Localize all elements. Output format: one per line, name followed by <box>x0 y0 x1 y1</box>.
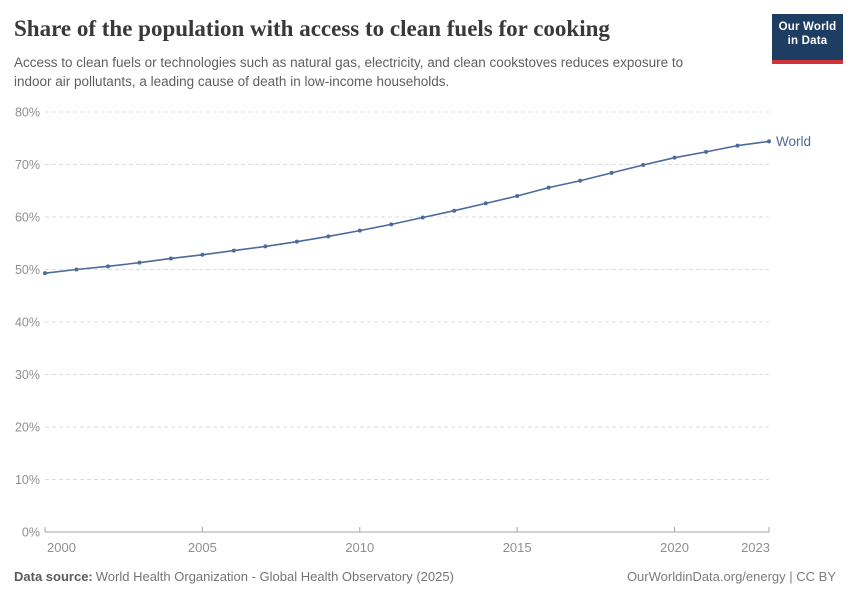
data-point[interactable] <box>200 252 205 257</box>
chart-subtitle-line2: indoor air pollutants, a leading cause o… <box>14 74 450 89</box>
y-axis-tick-label: 0% <box>22 526 40 540</box>
data-point[interactable] <box>483 201 488 206</box>
owid-logo: Our World in Data <box>772 14 843 64</box>
data-point[interactable] <box>672 155 677 160</box>
data-point[interactable] <box>357 228 362 233</box>
x-axis-tick-label: 2010 <box>345 540 374 555</box>
x-axis-tick-label: 2023 <box>741 540 770 555</box>
x-axis-tick-label: 2000 <box>47 540 76 555</box>
data-point[interactable] <box>105 264 110 269</box>
owid-logo-line2: in Data <box>787 35 828 47</box>
y-axis-tick-label: 80% <box>15 106 40 120</box>
x-axis-tick-label: 2015 <box>503 540 532 555</box>
data-point[interactable] <box>452 208 457 213</box>
data-point[interactable] <box>389 222 394 227</box>
data-point[interactable] <box>641 163 646 168</box>
data-source-value: World Health Organization - Global Healt… <box>95 569 454 584</box>
data-point[interactable] <box>735 143 740 148</box>
owid-logo-line1: Our World <box>778 21 837 33</box>
y-axis-tick-label: 10% <box>15 473 40 487</box>
data-point[interactable] <box>704 149 709 154</box>
data-point[interactable] <box>263 244 268 249</box>
x-axis-tick-label: 2005 <box>188 540 217 555</box>
chart-subtitle: Access to clean fuels or technologies su… <box>14 53 759 91</box>
y-axis-tick-label: 40% <box>15 316 40 330</box>
series-label-world[interactable]: World <box>776 134 811 149</box>
attribution: OurWorldinData.org/energy | CC BY <box>626 569 836 584</box>
y-axis-tick-label: 50% <box>15 263 40 277</box>
y-axis-tick-label: 20% <box>15 421 40 435</box>
x-axis-tick-label: 2020 <box>660 540 689 555</box>
data-point[interactable] <box>767 139 771 144</box>
data-point[interactable] <box>74 267 79 272</box>
y-axis-tick-label: 60% <box>15 211 40 225</box>
chart-title: Share of the population with access to c… <box>14 16 610 41</box>
chart-subtitle-line1: Access to clean fuels or technologies su… <box>14 55 684 70</box>
data-point[interactable] <box>294 239 299 244</box>
data-source: Data source: World Health Organization - … <box>14 569 454 584</box>
data-point[interactable] <box>578 178 583 183</box>
series-line-world[interactable] <box>44 140 770 274</box>
data-point[interactable] <box>231 248 236 253</box>
data-point[interactable] <box>326 234 331 239</box>
data-point[interactable] <box>546 185 551 190</box>
data-point[interactable] <box>43 271 47 276</box>
data-point[interactable] <box>609 170 614 175</box>
data-point[interactable] <box>515 194 520 198</box>
y-axis-tick-label: 70% <box>15 158 40 172</box>
y-axis-tick-label: 30% <box>15 368 40 382</box>
data-point[interactable] <box>137 260 142 265</box>
data-point[interactable] <box>420 215 425 220</box>
data-source-label: Data source: <box>14 569 93 584</box>
data-point[interactable] <box>168 256 173 261</box>
